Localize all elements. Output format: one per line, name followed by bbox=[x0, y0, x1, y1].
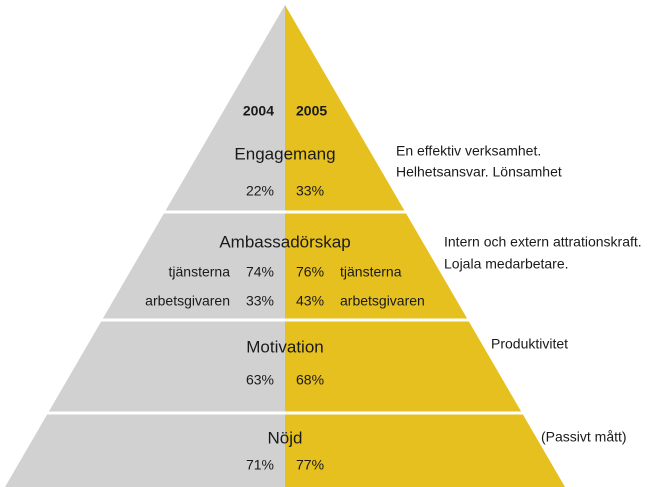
year: 2004 bbox=[243, 103, 274, 119]
description: (Passivt mått) bbox=[541, 429, 627, 445]
description: Lojala medarbetare. bbox=[444, 256, 569, 272]
value: 22% bbox=[246, 183, 274, 199]
level-name: Motivation bbox=[246, 337, 323, 356]
description: Intern och extern attrationskraft. bbox=[444, 234, 642, 250]
value: 68% bbox=[296, 372, 324, 388]
value: 74% bbox=[246, 264, 274, 280]
level-name: Engagemang bbox=[234, 144, 335, 163]
description: Produktivitet bbox=[491, 336, 568, 352]
description: En effektiv verksamhet. bbox=[396, 143, 541, 159]
row-label: arbetsgivaren bbox=[145, 293, 230, 309]
row-label: tjänsterna bbox=[169, 264, 231, 280]
value: 33% bbox=[246, 293, 274, 309]
pyramid-right bbox=[285, 5, 565, 487]
row-label: arbetsgivaren bbox=[340, 293, 425, 309]
value: 63% bbox=[246, 372, 274, 388]
value: 33% bbox=[296, 183, 324, 199]
value: 77% bbox=[296, 457, 324, 473]
level-name: Nöjd bbox=[268, 428, 303, 447]
value: 76% bbox=[296, 264, 324, 280]
level-name: Ambassadörskap bbox=[219, 232, 350, 251]
description: Helhetsansvar. Lönsamhet bbox=[396, 164, 562, 180]
row-label: tjänsterna bbox=[340, 264, 402, 280]
value: 71% bbox=[246, 457, 274, 473]
value: 43% bbox=[296, 293, 324, 309]
pyramid-left bbox=[5, 5, 285, 487]
year: 2005 bbox=[296, 103, 327, 119]
